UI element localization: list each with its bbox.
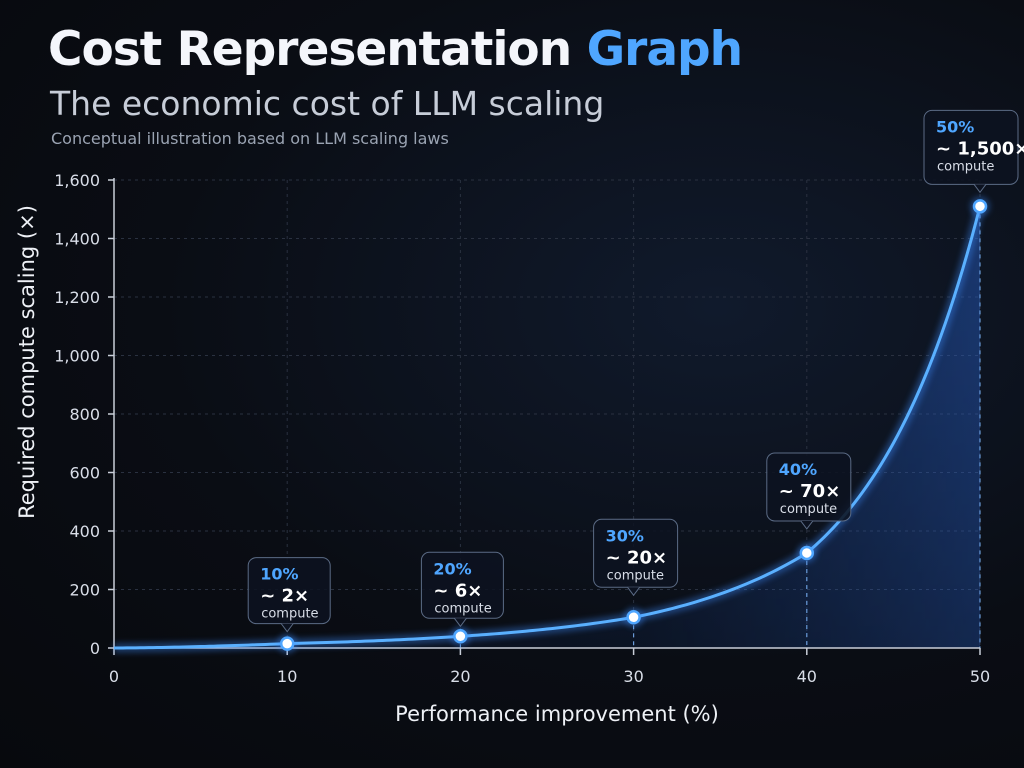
callout-30-percent: 30% ~ 20×compute [593,518,679,597]
callout-percent-label: 10% [260,565,298,584]
x-axis-title: Performance improvement (%) [395,702,719,726]
y-tick-label: 1,200 [54,288,100,307]
callout-percent-label: 40% [779,460,817,479]
data-point [972,199,988,214]
callout-50-percent: 50% ~ 1,500×compute [923,109,1024,194]
data-point [279,636,295,651]
data-points [277,196,990,654]
callout-unit-label: compute [434,601,491,616]
chart-caption: Conceptual illustration based on LLM sca… [51,129,449,148]
y-tick-label: 1,400 [54,230,100,249]
y-tick-label: 1,600 [54,171,100,190]
callout-pointer [973,184,987,194]
callout-unit-label: compute [261,607,318,622]
chart-title-accent: Graph [586,22,744,77]
callout-box [923,109,1019,185]
series-line-group [113,205,985,653]
x-tick-label: 50 [970,667,990,686]
callout-20-percent: 20% ~ 6×compute [420,551,504,628]
y-tick-label: 800 [69,405,100,424]
callout-percent-label: 20% [433,559,471,578]
x-tick-label: 30 [623,667,643,686]
y-axis-title: Required compute scaling (×) [15,205,39,519]
chart-title-main: Cost Representation [48,22,572,77]
y-tick-label: 1,000 [54,347,100,366]
callout-value-label: ~ 1,500× [936,138,1024,159]
data-point [626,610,641,625]
callout-value-label: ~ 70× [779,481,840,502]
x-tick-label: 0 [109,667,119,686]
callout-pointer [280,623,294,633]
callout-unit-label: compute [937,159,994,174]
callout-unit-label: compute [607,568,664,583]
callout-percent-label: 50% [936,117,974,136]
y-tick-label: 600 [69,464,100,483]
callout-value-label: ~ 6× [433,580,482,601]
x-tick-label: 20 [450,667,470,686]
callout-40-percent: 40% ~ 70×compute [766,452,852,530]
series-line [113,205,982,650]
area-under-curve [114,206,980,648]
y-tick-label: 0 [90,639,100,658]
callout-unit-label: compute [780,502,837,517]
callout-value-label: ~ 2× [260,586,309,607]
chart-subtitle: The economic cost of LLM scaling [50,84,605,123]
x-tick-label: 40 [797,667,817,686]
axis-labels: 0 200 400 600 800 1,000 1,200 1,400 1,600 0 10 20 30… [15,171,990,726]
callout-pointer [454,618,467,628]
data-point [453,629,468,644]
chart-title: Cost Representation Graph [48,22,744,77]
callout-pointer [627,586,640,597]
x-tick-label: 10 [277,667,297,686]
y-tick-label: 200 [69,581,100,600]
data-point [799,545,815,561]
callout-pointer [800,520,814,530]
y-tick-label: 400 [69,522,100,541]
callout-value-label: ~ 20× [606,547,667,568]
callout-10-percent: 10% ~ 2×compute [247,557,331,633]
callout-percent-label: 30% [606,526,644,545]
area-fill [114,206,980,648]
